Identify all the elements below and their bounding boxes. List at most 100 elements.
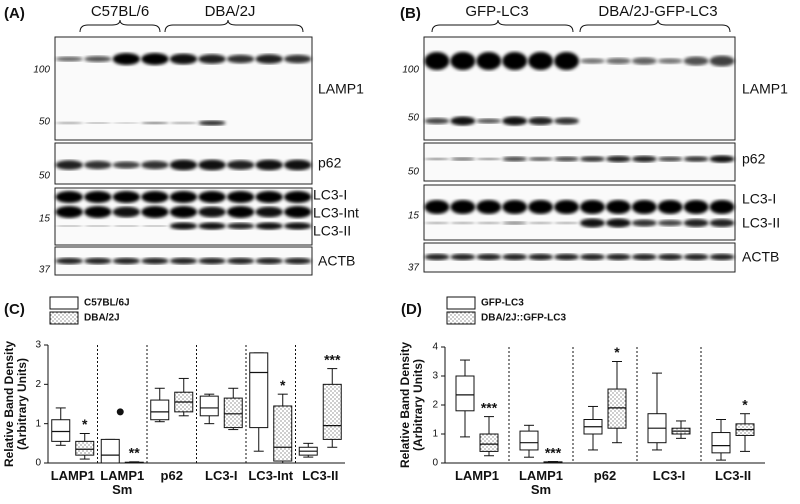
blot-band: [580, 200, 605, 214]
box: [711, 432, 731, 454]
group-label: DBA/2J: [205, 3, 256, 20]
blot-band: [554, 52, 579, 70]
blot-band: [683, 56, 709, 66]
y-tick-label: 2: [432, 400, 438, 411]
blot-band: [169, 222, 198, 230]
x-tick-label: LAMP1: [50, 468, 95, 483]
box: [607, 388, 627, 429]
blot-band: [450, 116, 476, 126]
blot-band: [169, 53, 198, 65]
blot-band: [528, 253, 554, 261]
legend-swatch: [49, 296, 79, 310]
mw-marker: 100: [402, 65, 419, 76]
blot-band: [84, 160, 112, 170]
blot-band: [554, 222, 579, 224]
blot-band: [476, 52, 502, 70]
band-label: LAMP1: [318, 81, 364, 97]
significance: *: [742, 396, 748, 412]
band-label: ACTB: [742, 249, 779, 265]
mw-marker: 50: [39, 117, 51, 128]
panel-label: (D): [401, 301, 422, 318]
band-label: LC3-I: [742, 191, 776, 207]
band-label: ACTB: [318, 253, 355, 269]
blot-band: [554, 200, 579, 214]
blot-band: [55, 257, 83, 265]
legend-swatch: [446, 311, 476, 325]
y-tick-label: 3: [432, 371, 438, 382]
blot-band: [255, 222, 283, 230]
blot-band: [657, 253, 683, 261]
blot-band: [502, 116, 528, 126]
blot-band: [112, 161, 141, 169]
blot-band: [141, 225, 169, 227]
blot-band: [141, 191, 169, 203]
blot-band: [450, 157, 476, 161]
blot-band: [709, 200, 735, 214]
box: [479, 433, 499, 452]
blot-band: [198, 191, 226, 203]
mw-marker: 100: [33, 65, 50, 76]
mw-marker: 50: [408, 113, 420, 124]
outlier: [116, 408, 124, 416]
blot-band: [580, 156, 605, 162]
box: [51, 419, 71, 442]
significance: ***: [324, 351, 341, 367]
blot-band: [709, 55, 735, 67]
blot-band: [424, 200, 450, 214]
band-label: LC3-Int: [313, 205, 359, 221]
blot-band: [141, 206, 169, 218]
blot-band: [284, 206, 312, 218]
blot-band: [255, 206, 283, 218]
blot-band: [424, 52, 450, 70]
blot-band: [631, 57, 657, 65]
blot-band: [476, 222, 502, 224]
blot-band: [169, 257, 198, 265]
blot-band: [631, 253, 657, 261]
legend-swatch: [446, 296, 476, 310]
blot-band: [605, 155, 631, 163]
blot-band: [198, 257, 226, 265]
blot-band: [112, 122, 141, 124]
blot-band: [683, 253, 709, 261]
band-label: p62: [742, 151, 766, 167]
blot-band: [502, 221, 528, 225]
blot-band: [502, 156, 528, 162]
blot-band: [255, 257, 283, 265]
y-tick-label: 1: [432, 429, 438, 440]
blot-band: [112, 206, 141, 218]
blot-band: [683, 156, 709, 162]
significance: *: [82, 416, 88, 432]
legend-label: C57BL/6J: [84, 298, 130, 309]
blot-band: [141, 160, 169, 170]
mw-marker: 37: [39, 265, 51, 276]
blot-band: [255, 159, 283, 171]
significance: ***: [545, 444, 562, 460]
blot-band: [683, 200, 709, 214]
significance: ***: [481, 399, 498, 415]
blot-band: [55, 206, 83, 218]
bracket: [79, 19, 161, 33]
panel-label: (C): [4, 301, 25, 318]
blot-band: [554, 117, 579, 125]
blot-band: [528, 157, 554, 161]
blot-band: [198, 206, 226, 218]
mw-marker: 15: [39, 214, 51, 225]
blot-band: [709, 253, 735, 261]
blot-band: [169, 206, 198, 218]
group-label: GFP-LC3: [465, 3, 528, 20]
blot-band: [657, 220, 683, 226]
blot-band: [528, 52, 554, 70]
band-label: LC3-II: [742, 215, 780, 231]
x-tick-label: LC3-II: [714, 468, 752, 483]
legend-label: GFP-LC3: [481, 298, 524, 309]
box: [519, 430, 539, 451]
blot-band: [450, 253, 476, 261]
legend-label: DBA/2J::GFP-LC3: [481, 313, 566, 324]
blot-band: [528, 117, 554, 125]
y-tick-label: 0: [432, 458, 438, 469]
box: [223, 397, 243, 429]
band-label: LAMP1: [742, 81, 788, 97]
blot-band: [605, 218, 631, 228]
